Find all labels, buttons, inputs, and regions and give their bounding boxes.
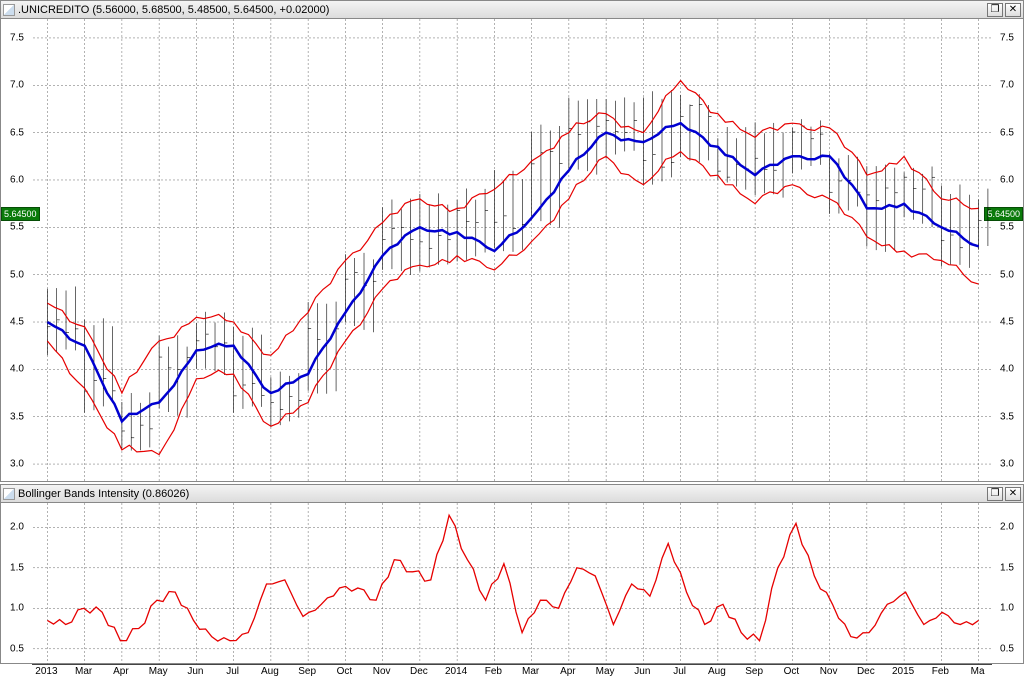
ytick-label: 6.0	[991, 174, 1023, 185]
xtick-label: Jun	[187, 666, 203, 677]
ytick-label: 7.5	[991, 32, 1023, 43]
sub-titlebar: Bollinger Bands Intensity (0.86026) ❐ ✕	[1, 485, 1023, 503]
xtick-label: Aug	[261, 666, 279, 677]
ytick-label: 5.5	[991, 222, 1023, 233]
ytick-label: 5.0	[991, 269, 1023, 280]
close-button[interactable]: ✕	[1005, 487, 1021, 501]
x-axis-time: 2013 Mar Apr May Jun Jul Aug Sep Oct Nov Dec 2014 Fe…	[32, 664, 992, 682]
xtick-label: Apr	[113, 666, 129, 677]
main-price-panel: .UNICREDITO (5.56000, 5.68500, 5.48500, …	[0, 0, 1024, 482]
xtick-label: Feb	[932, 666, 949, 677]
ytick-label: 1.5	[991, 562, 1023, 573]
ytick-label: 3.0	[991, 459, 1023, 470]
ytick-label: 2.0	[991, 522, 1023, 533]
ytick-label: 4.5	[991, 317, 1023, 328]
ytick-label: 6.0	[1, 174, 33, 185]
xtick-label: 2013	[35, 666, 57, 677]
xtick-label: Dec	[410, 666, 428, 677]
price-chart[interactable]	[33, 19, 993, 483]
xtick-label: Feb	[485, 666, 502, 677]
xtick-label: May	[596, 666, 615, 677]
ytick-label: 7.0	[991, 80, 1023, 91]
ytick-label: 4.0	[1, 364, 33, 375]
maximize-button[interactable]: ❐	[987, 487, 1003, 501]
sub-title-name: Bollinger Bands Intensity	[18, 488, 139, 500]
xtick-label: Aug	[708, 666, 726, 677]
ytick-label: 4.5	[1, 317, 33, 328]
intensity-chart[interactable]	[33, 503, 993, 665]
y-axis-left: 0.5 1.0 1.5 2.0	[1, 503, 33, 665]
xtick-label: 2014	[445, 666, 467, 677]
xtick-label: Oct	[784, 666, 800, 677]
ytick-label: 6.5	[1, 127, 33, 138]
main-title-symbol: .UNICREDITO	[18, 4, 89, 16]
y-axis-right: 0.5 1.0 1.5 2.0	[991, 503, 1023, 665]
xtick-label: Mar	[75, 666, 92, 677]
ytick-label: 1.5	[1, 562, 33, 573]
xtick-label: Apr	[560, 666, 576, 677]
ytick-label: 3.5	[1, 411, 33, 422]
ytick-label: 1.0	[1, 603, 33, 614]
xtick-label: Jul	[226, 666, 239, 677]
y-axis-left: 3.03.54.04.55.05.56.06.57.07.55.64500	[1, 19, 33, 483]
xtick-label: Nov	[373, 666, 391, 677]
ytick-label: 4.0	[991, 364, 1023, 375]
ytick-label: 0.5	[991, 643, 1023, 654]
xtick-label: Sep	[298, 666, 316, 677]
xtick-label: Oct	[337, 666, 353, 677]
xtick-label: May	[149, 666, 168, 677]
chart-icon	[3, 488, 15, 500]
xtick-label: Nov	[820, 666, 838, 677]
sub-title-value: (0.86026)	[142, 488, 189, 500]
ytick-label: 2.0	[1, 522, 33, 533]
xtick-label: Ma	[971, 666, 985, 677]
xtick-label: 2015	[892, 666, 914, 677]
ytick-label: 7.0	[1, 80, 33, 91]
ytick-label: 0.5	[1, 643, 33, 654]
xtick-label: Jun	[634, 666, 650, 677]
indicator-panel: Bollinger Bands Intensity (0.86026) ❐ ✕ …	[0, 484, 1024, 664]
y-axis-right: 3.03.54.04.55.05.56.06.57.07.55.64500	[991, 19, 1023, 483]
ytick-label: 3.5	[991, 411, 1023, 422]
ytick-label: 7.5	[1, 32, 33, 43]
xtick-label: Jul	[673, 666, 686, 677]
ytick-label: 3.0	[1, 459, 33, 470]
ytick-label: 5.0	[1, 269, 33, 280]
ytick-label: 5.5	[1, 222, 33, 233]
close-button[interactable]: ✕	[1005, 3, 1021, 17]
xtick-label: Mar	[522, 666, 539, 677]
xtick-label: Dec	[857, 666, 875, 677]
main-titlebar: .UNICREDITO (5.56000, 5.68500, 5.48500, …	[1, 1, 1023, 19]
main-title-ohlc: (5.56000, 5.68500, 5.48500, 5.64500, +0.…	[92, 4, 329, 16]
chart-icon	[3, 4, 15, 16]
xtick-label: Sep	[745, 666, 763, 677]
ytick-label: 6.5	[991, 127, 1023, 138]
ytick-label: 1.0	[991, 603, 1023, 614]
maximize-button[interactable]: ❐	[987, 3, 1003, 17]
